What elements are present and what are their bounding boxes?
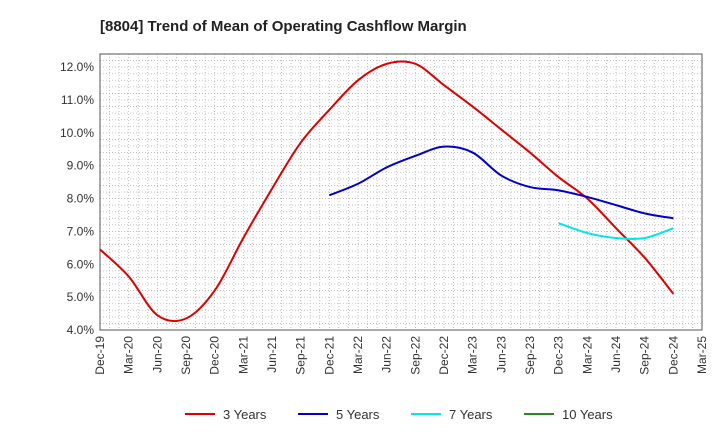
legend-item-7-years: 7 Years <box>411 407 493 422</box>
x-tick-label: Dec-23 <box>552 336 566 375</box>
x-tick-label: Jun-20 <box>150 336 164 373</box>
x-tick-label: Jun-23 <box>494 336 508 373</box>
x-tick-label: Mar-20 <box>122 336 136 374</box>
x-tick-label: Mar-24 <box>580 336 594 374</box>
series-line-5-years <box>328 145 674 220</box>
x-tick-label: Dec-20 <box>208 336 222 375</box>
x-tick-label: Sep-23 <box>523 336 537 375</box>
y-tick-label: 10.0% <box>60 126 94 140</box>
legend-item-5-years: 5 Years <box>298 407 380 422</box>
x-tick-label: Mar-23 <box>466 336 480 374</box>
plot-frame <box>99 53 703 331</box>
x-tick-label: Jun-21 <box>265 336 279 373</box>
y-tick-label: 8.0% <box>67 192 95 206</box>
x-tick-label: Sep-22 <box>408 336 422 375</box>
legend-item-10-years: 10 Years <box>524 407 613 422</box>
legend: 3 Years 5 Years 7 Years 10 Years <box>185 407 613 422</box>
y-tick-label: 7.0% <box>67 224 95 238</box>
legend-label: 5 Years <box>336 407 380 422</box>
series-line-3-years <box>99 60 675 323</box>
x-tick-label: Dec-22 <box>437 336 451 375</box>
x-tick-label: Dec-21 <box>322 336 336 375</box>
x-tick-label: Sep-24 <box>638 336 652 375</box>
y-tick-label: 12.0% <box>60 60 94 74</box>
plot-area: 4.0% 5.0% 6.0% 7.0% 8.0% 9.0% 10.0% 11.0% 12.0% D… <box>60 53 709 375</box>
legend-label: 10 Years <box>562 407 613 422</box>
legend-label: 3 Years <box>223 407 267 422</box>
series-line-7-years <box>558 222 674 240</box>
x-tick-label: Dec-24 <box>666 336 680 375</box>
legend-label: 7 Years <box>449 407 493 422</box>
x-tick-label: Mar-21 <box>236 336 250 374</box>
legend-item-3-years: 3 Years <box>185 407 267 422</box>
x-tick-label: Sep-20 <box>179 336 193 375</box>
x-tick-label: Mar-22 <box>351 336 365 374</box>
x-tick-label: Jun-22 <box>380 336 394 373</box>
x-tick-label: Dec-19 <box>93 336 107 375</box>
y-tick-label: 6.0% <box>67 257 95 271</box>
chart-title: [8804] Trend of Mean of Operating Cashfl… <box>100 18 467 35</box>
x-tick-label: Jun-24 <box>609 336 623 373</box>
y-tick-label: 4.0% <box>67 323 95 337</box>
y-tick-label: 11.0% <box>61 93 94 107</box>
y-tick-label: 5.0% <box>67 290 95 304</box>
y-tick-label: 9.0% <box>67 159 95 173</box>
x-tick-label: Mar-25 <box>695 336 709 374</box>
x-tick-label: Sep-21 <box>294 336 308 375</box>
